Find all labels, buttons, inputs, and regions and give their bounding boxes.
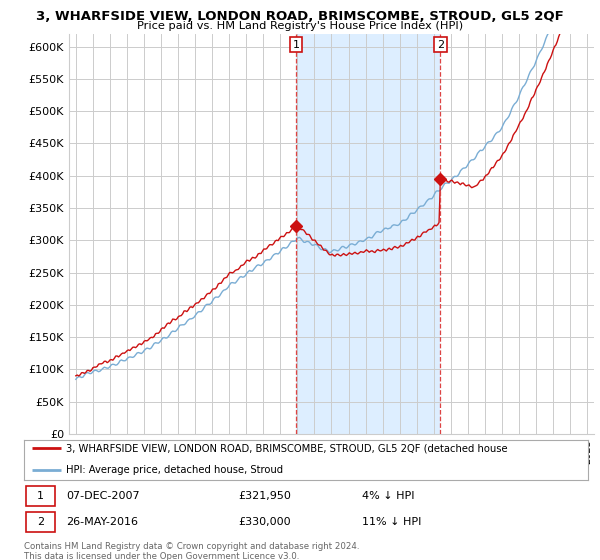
- Text: 1: 1: [293, 40, 299, 50]
- Text: Price paid vs. HM Land Registry's House Price Index (HPI): Price paid vs. HM Land Registry's House …: [137, 21, 463, 31]
- Text: £330,000: £330,000: [238, 517, 291, 528]
- Text: 3, WHARFSIDE VIEW, LONDON ROAD, BRIMSCOMBE, STROUD, GL5 2QF (detached house: 3, WHARFSIDE VIEW, LONDON ROAD, BRIMSCOM…: [66, 444, 508, 454]
- Text: 1: 1: [37, 491, 44, 501]
- Text: 26-MAY-2016: 26-MAY-2016: [66, 517, 139, 528]
- Text: HPI: Average price, detached house, Stroud: HPI: Average price, detached house, Stro…: [66, 465, 283, 475]
- Bar: [296, 34, 440, 434]
- Text: Contains HM Land Registry data © Crown copyright and database right 2024.
This d: Contains HM Land Registry data © Crown c…: [24, 542, 359, 560]
- Text: £321,950: £321,950: [238, 491, 291, 501]
- Text: 11% ↓ HPI: 11% ↓ HPI: [362, 517, 422, 528]
- Text: 2: 2: [37, 517, 44, 528]
- FancyBboxPatch shape: [26, 512, 55, 533]
- Text: 07-DEC-2007: 07-DEC-2007: [66, 491, 140, 501]
- Text: 2: 2: [437, 40, 444, 50]
- FancyBboxPatch shape: [26, 486, 55, 506]
- Text: 4% ↓ HPI: 4% ↓ HPI: [362, 491, 415, 501]
- Text: 3, WHARFSIDE VIEW, LONDON ROAD, BRIMSCOMBE, STROUD, GL5 2QF: 3, WHARFSIDE VIEW, LONDON ROAD, BRIMSCOM…: [36, 10, 564, 23]
